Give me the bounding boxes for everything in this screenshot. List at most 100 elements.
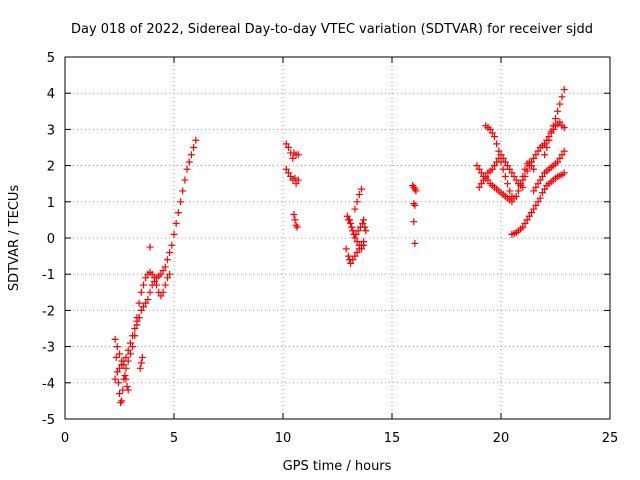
data-point <box>360 241 368 249</box>
y-axis-label: SDTVAR / TECUs <box>7 185 22 292</box>
data-point <box>111 335 119 343</box>
data-point <box>163 274 171 282</box>
y-tick-label: 5 <box>47 51 55 66</box>
data-point <box>348 223 356 231</box>
data-point <box>161 263 169 271</box>
data-point <box>183 165 191 173</box>
data-point <box>532 201 540 209</box>
data-point <box>159 288 167 296</box>
y-tick-label: -1 <box>42 268 55 283</box>
data-point <box>291 216 299 224</box>
data-point <box>361 223 369 231</box>
data-point <box>506 165 514 173</box>
data-point <box>118 397 126 405</box>
data-point <box>190 144 198 151</box>
series-sat-track-12 <box>508 169 568 238</box>
data-point <box>497 151 505 159</box>
data-point <box>525 162 533 170</box>
data-point <box>556 100 564 108</box>
data-point <box>166 270 174 278</box>
y-tick-label: -3 <box>42 341 55 356</box>
data-point <box>157 292 165 300</box>
data-point <box>504 162 512 170</box>
x-tick-label: 15 <box>384 431 401 446</box>
data-point <box>556 154 564 162</box>
data-point <box>512 176 520 184</box>
data-point <box>497 158 505 166</box>
data-point <box>482 172 490 180</box>
data-point <box>343 212 351 220</box>
data-point <box>560 86 568 94</box>
data-point <box>475 165 483 173</box>
data-point <box>133 314 141 322</box>
data-point <box>284 169 292 177</box>
data-point <box>488 165 496 173</box>
data-point <box>521 172 529 180</box>
data-point <box>293 223 301 231</box>
data-point <box>519 176 527 184</box>
data-point <box>116 390 123 398</box>
data-point <box>294 176 302 184</box>
data-point <box>523 216 531 224</box>
data-point <box>284 144 292 151</box>
data-point <box>282 165 290 173</box>
series-sat-track-6 <box>282 140 302 231</box>
data-point <box>534 198 542 206</box>
data-point <box>126 350 134 358</box>
data-point <box>530 205 538 213</box>
data-point <box>362 227 370 235</box>
tick-labels: 0 5 10 15 20 25 -5 -4 -3 -2 -1 0 1 2 3 4 5 <box>42 51 618 446</box>
data-point <box>292 180 300 188</box>
data-point <box>111 375 119 383</box>
data-point <box>124 346 132 354</box>
data-point <box>166 248 174 256</box>
data-point <box>530 165 538 173</box>
series-sat-track-8 <box>409 182 420 247</box>
data-point <box>486 125 494 133</box>
data-point <box>351 252 359 260</box>
x-tick-label: 20 <box>493 431 510 446</box>
x-tick-label: 25 <box>602 431 619 446</box>
data-point <box>137 306 145 314</box>
data-point <box>412 187 420 195</box>
data-point <box>139 303 147 311</box>
data-point <box>541 185 549 193</box>
series-sat-track-3 <box>113 314 143 372</box>
data-point <box>282 140 290 148</box>
x-tick-label: 5 <box>170 431 178 446</box>
data-point <box>131 325 139 332</box>
chart-title: Day 018 of 2022, Sidereal Day-to-day VTE… <box>71 22 593 37</box>
data-point <box>185 158 193 166</box>
data-point <box>477 180 485 188</box>
data-point <box>124 357 132 365</box>
data-point <box>146 243 154 251</box>
data-point <box>528 158 536 166</box>
data-point <box>138 353 146 361</box>
data-point <box>289 154 297 162</box>
data-point <box>554 107 562 115</box>
data-point <box>538 189 546 197</box>
data-point <box>359 220 367 228</box>
data-point <box>357 185 365 193</box>
y-tick-label: 0 <box>47 232 55 247</box>
data-point <box>512 192 520 200</box>
x-tick-label: 10 <box>275 431 292 446</box>
data-point <box>360 216 368 224</box>
data-point <box>514 187 522 195</box>
data-point <box>144 296 152 304</box>
data-point <box>122 353 130 361</box>
data-point <box>495 147 503 155</box>
data-point <box>124 386 132 394</box>
series-sat-track-2 <box>111 136 200 383</box>
data-point <box>181 176 189 184</box>
data-point <box>168 241 176 249</box>
data-point <box>534 180 542 188</box>
data-point <box>536 194 544 202</box>
data-point <box>543 144 551 151</box>
data-point <box>477 169 485 177</box>
data-point <box>133 321 141 329</box>
data-point <box>501 172 509 180</box>
data-points <box>111 86 568 407</box>
series-sat-track-7 <box>342 185 370 267</box>
series-sat-track-15 <box>541 118 568 159</box>
